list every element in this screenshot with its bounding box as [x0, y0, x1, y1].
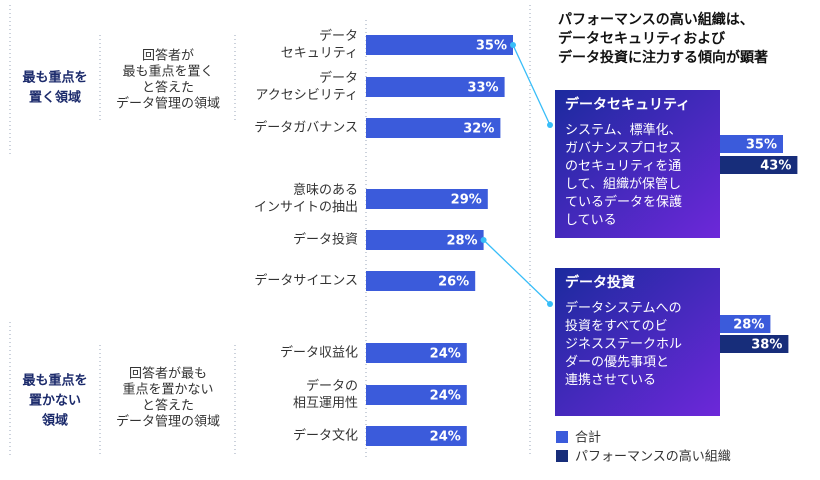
legend-label-1: パフォーマンスの高い組織: [575, 449, 731, 465]
group-1-description-line-2: と答えた: [142, 398, 194, 414]
callout-body-1-line-2: ジネスステークホル: [565, 337, 682, 352]
callout-title-0: データセキュリティ: [565, 96, 690, 113]
callout-0-bar-total: [720, 135, 783, 153]
bar-value-3: 29%: [451, 193, 482, 208]
callout-0-value-total: 35%: [746, 138, 777, 153]
callout-0-value-high-performers: 43%: [760, 159, 791, 174]
callout-title-1: データ投資: [565, 274, 635, 291]
bar-value-2: 32%: [463, 122, 494, 137]
callout-0-bar-high-performers: [720, 156, 798, 174]
category-label-0-line-1: セキュリティ: [281, 46, 358, 61]
connector-start-dot-1: [480, 237, 487, 243]
bar-1: [366, 77, 505, 97]
headline: パフォーマンスの高い組織は、データセキュリティおよびデータ投資に注力する傾向が顕…: [558, 11, 768, 66]
bar-value-0: 35%: [476, 39, 507, 54]
category-label-5-line-0: データサイエンス: [254, 273, 358, 289]
bar-value-4: 28%: [446, 234, 477, 249]
connector-start-dot-0: [510, 42, 516, 48]
group-0-title-line-1: 置く領域: [29, 90, 81, 106]
category-label-7-line-0: データの: [306, 378, 358, 394]
group-0-description-line-3: データ管理の領域: [116, 96, 220, 112]
connector-line-1: [483, 239, 551, 305]
callout-body-0-line-2: のセキュリティを通: [565, 159, 681, 174]
callout-body-1-line-0: データシステムへの: [565, 300, 682, 316]
dividers: [9, 5, 531, 458]
bar-6: [366, 343, 467, 363]
callout-body-0-line-3: して、組織が保管し: [565, 177, 681, 192]
callout-1-bar-high-performers: [720, 335, 789, 353]
callout-body-1-line-1: 投資をすべてのビ: [565, 318, 668, 334]
callout-body-1-line-3: ダーの優先事項と: [565, 355, 669, 370]
group-0-description-line-1: 最も重点を置く: [122, 64, 213, 80]
connector-end-dot-0: [547, 122, 553, 128]
callout-1-value-total: 28%: [733, 318, 764, 333]
connector-end-dot-1: [547, 301, 553, 307]
callout-1-value-high-performers: 38%: [751, 338, 782, 353]
bar-value-8: 24%: [430, 430, 461, 445]
bar-5: [366, 271, 476, 291]
category-label-1-line-1: アクセシビリティ: [255, 88, 358, 103]
callout-cards: データセキュリティシステム、標準化、ガバナンスプロセスのセキュリティを通して、組…: [555, 90, 798, 416]
legend-swatch-1: [556, 450, 568, 462]
category-label-7-line-1: 相互運用性: [293, 396, 358, 411]
category-label-2-line-0: データガバナンス: [254, 120, 358, 136]
group-0-title-line-0: 最も重点を: [22, 70, 87, 86]
group-1-description-line-3: データ管理の領域: [116, 414, 220, 430]
group-1-title-line-1: 置かない: [29, 394, 81, 409]
category-label-6-line-0: データ収益化: [280, 345, 358, 361]
callout-body-0-line-0: システム、標準化、: [565, 122, 682, 138]
legend-swatch-0: [556, 431, 568, 443]
category-label-1-line-0: データ: [319, 70, 358, 86]
headline-line-2: データ投資に注力する傾向が顕著: [558, 49, 768, 66]
bar-value-1: 33%: [467, 81, 498, 96]
bar-value-6: 24%: [430, 347, 461, 362]
category-label-3-line-1: インサイトの抽出: [254, 200, 358, 215]
callout-body-1-line-4: 連携させている: [565, 372, 656, 388]
category-label-3-line-0: 意味のある: [293, 182, 358, 198]
group-1-description-line-0: 回答者が最も: [129, 366, 207, 382]
callout-body-0-line-1: ガバナンスプロセス: [565, 141, 682, 156]
headline-line-0: パフォーマンスの高い組織は、: [558, 11, 754, 28]
group-1-description-line-1: 重点を置かない: [122, 382, 213, 398]
callout-card-1: [555, 268, 720, 416]
bar-value-7: 24%: [430, 389, 461, 404]
bar-8: [366, 426, 467, 446]
bar-3: [366, 189, 488, 209]
callout-body-0-line-5: している: [565, 213, 617, 228]
category-label-8-line-0: データ文化: [293, 428, 358, 444]
headline-line-1: データセキュリティおよび: [558, 30, 726, 47]
group-labels: 最も重点を置く領域回答者が最も重点を置くと答えたデータ管理の領域最も重点を置かな…: [22, 48, 220, 430]
bar-7: [366, 385, 467, 405]
bar-4: [366, 230, 484, 250]
bar-2: [366, 118, 501, 138]
group-0-description-line-0: 回答者が: [142, 48, 194, 64]
group-0-description-line-2: と答えた: [142, 80, 194, 96]
category-label-4-line-0: データ投資: [293, 232, 358, 248]
group-1-title-line-2: 領域: [42, 413, 68, 429]
category-label-0-line-0: データ: [319, 28, 358, 44]
legend-label-0: 合計: [575, 430, 601, 446]
callout-body-0-line-4: ているデータを保護: [565, 194, 682, 210]
bar-0: [366, 35, 513, 55]
connectors: [480, 42, 553, 307]
group-1-title-line-0: 最も重点を: [22, 373, 87, 389]
callout-1-bar-total: [720, 315, 771, 333]
connector-line-0: [512, 44, 551, 126]
callout-card-0: [555, 90, 720, 238]
bar-value-5: 26%: [438, 275, 469, 290]
